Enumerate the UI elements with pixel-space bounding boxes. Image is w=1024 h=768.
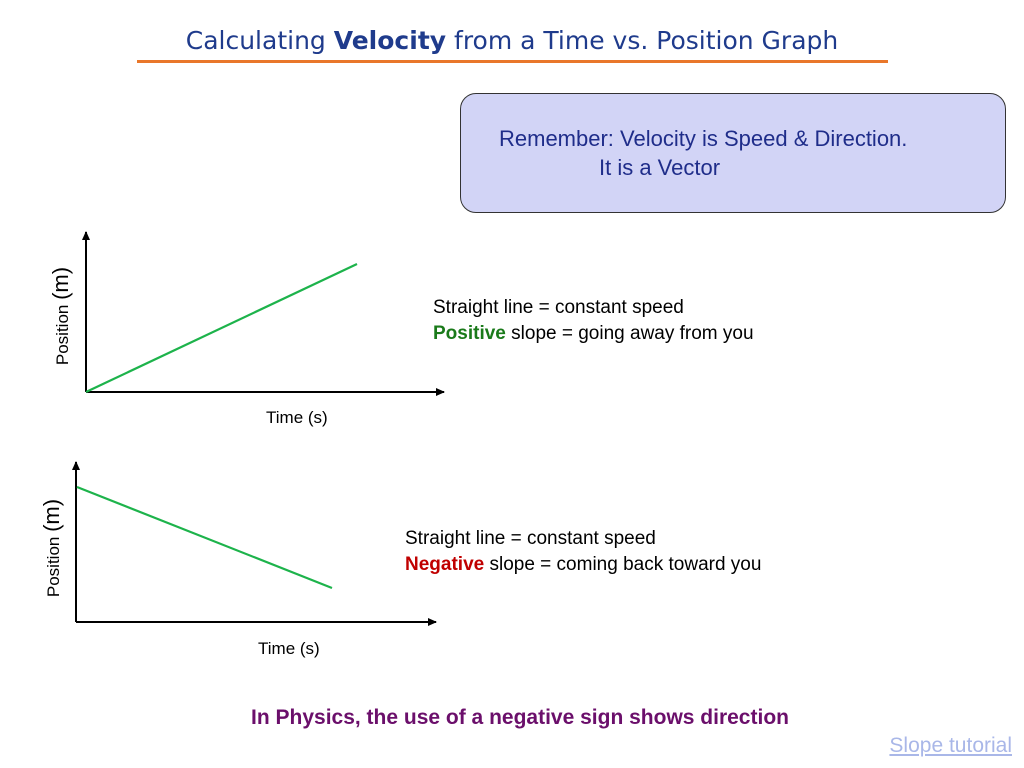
graph1-y-axis-label: Position (m) [48,261,74,371]
graph2-y-label-unit: (m) [39,498,64,532]
graph1-position-line [85,263,358,393]
remember-box: Remember: Velocity is Speed & Direction.… [460,93,1006,213]
graph1-desc-line-1: Straight line = constant speed [433,297,684,318]
graph2-y-label-word: Position [44,536,63,598]
title-bold-word: Velocity [333,26,447,55]
page-title: Calculating Velocity from a Time vs. Pos… [0,26,1024,55]
title-prefix: Calculating [185,26,334,55]
graph2-y-axis-label: Position (m) [39,493,65,603]
graph2-description: Straight line = constant speed Negative … [405,526,761,578]
graph1-slope-sign-word: Positive [433,323,506,344]
footer-statement: In Physics, the use of a negative sign s… [251,706,789,729]
graph1-y-label-word: Position [53,304,72,366]
graph1-desc-line-2: Positive slope = going away from you [433,321,754,347]
graph2-position-line [76,485,333,590]
graph1-x-axis-label: Time (s) [266,408,328,427]
graph2-desc-line-1: Straight line = constant speed [405,528,656,549]
graph2-x-axis-label: Time (s) [258,639,320,658]
graph1-desc-rest: slope = going away from you [505,323,754,344]
title-suffix: from a Time vs. Position Graph [446,26,839,55]
graph2-slope-sign-word: Negative [405,554,485,575]
remember-line-1: Remember: Velocity is Speed & Direction. [499,126,908,151]
slope-tutorial-link[interactable]: Slope tutorial [889,734,1012,757]
graph2-desc-line-2: Negative slope = coming back toward you [405,552,761,578]
graph1-y-label-unit: (m) [48,266,73,300]
graph1-description: Straight line = constant speed Positive … [433,295,754,347]
graph2-desc-rest: slope = coming back toward you [484,554,762,575]
title-underline [137,60,888,63]
remember-line-2: It is a Vector [599,155,721,180]
